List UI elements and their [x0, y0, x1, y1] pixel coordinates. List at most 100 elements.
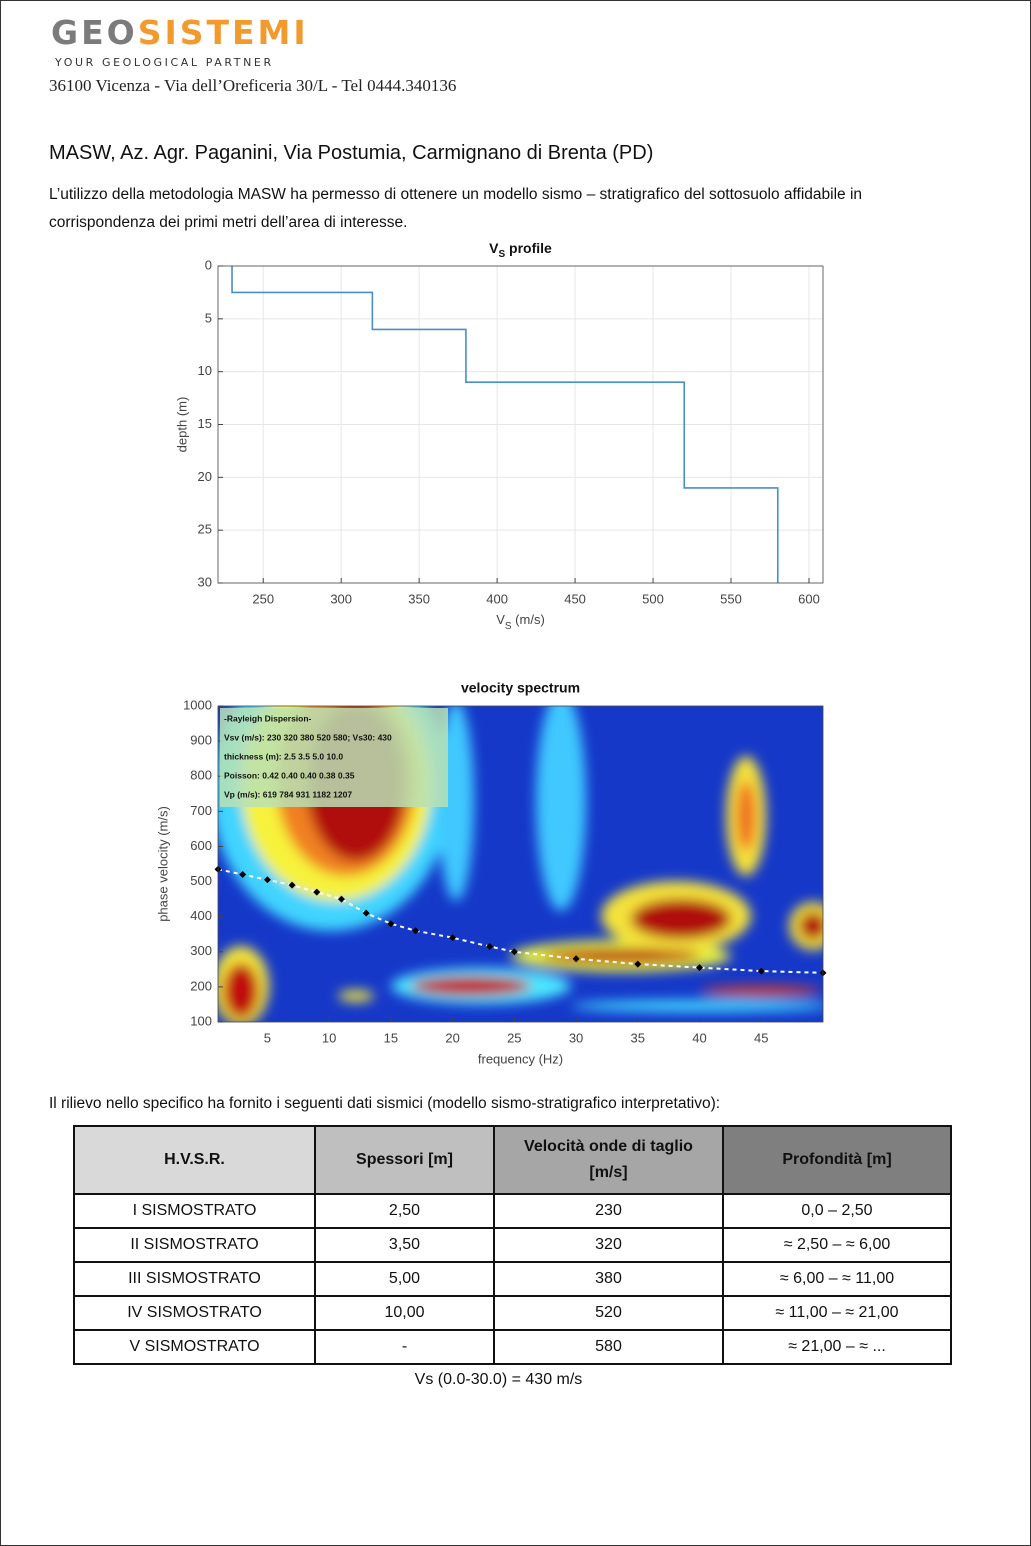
- x-tick-label: 35: [631, 1030, 645, 1045]
- logo: GEOSISTEMI: [51, 13, 309, 52]
- table-cell: 520: [493, 1295, 724, 1331]
- annotation-text: -Rayleigh Dispersion-: [224, 713, 312, 723]
- table-cell: III SISMOSTRATO: [73, 1261, 316, 1297]
- spectrum-blob: [411, 976, 531, 996]
- y-axis-label: phase velocity (m/s): [155, 806, 170, 922]
- dispersion-point: [572, 955, 580, 963]
- y-tick-label: 0: [205, 257, 212, 272]
- table-cell: V SISMOSTRATO: [73, 1329, 316, 1365]
- y-tick-label: 400: [190, 908, 212, 923]
- y-tick-label: 500: [190, 873, 212, 888]
- dispersion-point: [412, 927, 420, 935]
- x-axis-label-part: (m/s): [512, 612, 545, 627]
- x-tick-label: 15: [384, 1030, 398, 1045]
- y-tick-label: 600: [190, 838, 212, 853]
- x-tick-label: 10: [322, 1030, 336, 1045]
- table-cell: II SISMOSTRATO: [73, 1227, 316, 1263]
- table-intro: Il rilievo nello specifico ha fornito i …: [49, 1095, 721, 1112]
- table-cell: -: [314, 1329, 495, 1365]
- annotation-text: Vsv (m/s): 230 320 380 520 580; Vs30: 43…: [224, 732, 392, 742]
- table-cell: 10,00: [314, 1295, 495, 1331]
- plot-frame: [217, 705, 824, 1023]
- x-tick-label: 300: [330, 591, 352, 606]
- table-cell: ≈ 6,00 – ≈ 11,00: [722, 1261, 952, 1297]
- x-tick-label: 500: [642, 591, 664, 606]
- table-body: I SISMOSTRATO 2,50 230 0,0 – 2,50 II SISMOST…: [73, 1193, 952, 1365]
- dispersion-point: [239, 871, 247, 879]
- spectrum-blob: [799, 912, 823, 940]
- x-tick-label: 550: [720, 591, 742, 606]
- y-tick-label: 30: [198, 574, 212, 589]
- x-tick-label: 5: [264, 1030, 271, 1045]
- x-axis-label: frequency (Hz): [478, 1051, 563, 1066]
- x-tick-label: 350: [408, 591, 430, 606]
- address: 36100 Vicenza - Via dell’Oreficeria 30/L…: [49, 76, 457, 95]
- y-tick-label: 15: [198, 416, 212, 431]
- table-header-cell: Profondità [m]: [722, 1125, 952, 1195]
- dispersion-point: [313, 888, 321, 896]
- spectrum-blob: [736, 781, 756, 851]
- table-cell: 2,50: [314, 1193, 495, 1229]
- y-tick-label: 900: [190, 733, 212, 748]
- table-cell: 380: [493, 1261, 724, 1297]
- spectrum-blob: [541, 949, 701, 963]
- table-cell: 580: [493, 1329, 724, 1365]
- x-tick-label: 40: [692, 1030, 706, 1045]
- logo-text: SISTEMI: [137, 13, 309, 52]
- table-row: II SISMOSTRATO 3,50 320 ≈ 2,50 – ≈ 6,00: [73, 1227, 952, 1263]
- y-tick-label: 700: [190, 803, 212, 818]
- spectrum-blob: [571, 1000, 823, 1012]
- spectrum-blob: [223, 963, 259, 1019]
- table-row: IV SISMOSTRATO 10,00 520 ≈ 11,00 – ≈ 21,00: [73, 1295, 952, 1331]
- dispersion-point: [510, 948, 518, 956]
- dispersion-point: [696, 964, 704, 972]
- chart-title-part: V: [489, 240, 499, 256]
- annotation-text: Poisson: 0.42 0.40 0.40 0.38 0.35: [224, 770, 355, 780]
- dispersion-point: [757, 967, 765, 975]
- x-tick-label: 20: [445, 1030, 459, 1045]
- x-axis-label: VS (m/s): [496, 612, 545, 632]
- y-tick-label: 100: [190, 1013, 212, 1028]
- chart-title-part: S: [499, 249, 506, 260]
- chart-title: VS profile: [489, 240, 552, 260]
- dispersion-point: [634, 960, 642, 968]
- x-tick-label: 30: [569, 1030, 583, 1045]
- table-cell: ≈ 11,00 – ≈ 21,00: [722, 1295, 952, 1331]
- y-axis-label: depth (m): [174, 397, 189, 453]
- x-axis-label-part: V: [496, 612, 505, 627]
- table-header-cell: Spessori [m]: [314, 1125, 495, 1195]
- table-header-cell: Velocità onde di taglio [m/s]: [493, 1125, 724, 1195]
- dispersion-point: [449, 934, 457, 942]
- dispersion-point: [387, 920, 395, 928]
- spectrum-blob: [536, 706, 586, 911]
- y-tick-label: 800: [190, 768, 212, 783]
- y-tick-label: 200: [190, 978, 212, 993]
- annotation-background: [220, 708, 448, 807]
- table-header-row: H.V.S.R. Spessori [m] Velocità onde di tag…: [73, 1125, 952, 1195]
- spectrum-blob: [701, 986, 821, 996]
- table-cell: I SISMOSTRATO: [73, 1193, 316, 1229]
- x-tick-label: 400: [486, 591, 508, 606]
- annotation-box: -Rayleigh Dispersion- Vsv (m/s): 230 320 …: [220, 708, 448, 807]
- x-tick-label: 450: [564, 591, 586, 606]
- chart-title: velocity spectrum: [461, 680, 580, 696]
- table-header-cell: H.V.S.R.: [73, 1125, 316, 1195]
- table-cell: IV SISMOSTRATO: [73, 1295, 316, 1331]
- table-cell: 5,00: [314, 1261, 495, 1297]
- logo-text: GEO: [51, 13, 138, 52]
- x-tick-label: 25: [507, 1030, 521, 1045]
- footer-note: Vs (0.0-30.0) = 430 m/s: [414, 1371, 583, 1388]
- annotation-text: Vp (m/s): 619 784 931 1182 1207: [224, 789, 352, 799]
- table-row: III SISMOSTRATO 5,00 380 ≈ 6,00 – ≈ 11,00: [73, 1261, 952, 1297]
- y-tick-label: 1000: [183, 697, 212, 712]
- y-tick-label: 5: [205, 310, 212, 325]
- tagline: YOUR GEOLOGICAL PARTNER: [55, 56, 274, 69]
- table-cell: ≈ 2,50 – ≈ 6,00: [722, 1227, 952, 1263]
- chart-title-part: profile: [505, 240, 552, 256]
- table-row: V SISMOSTRATO -580 ≈ 21,00 – ≈ ...: [73, 1329, 952, 1365]
- annotation-text: thickness (m): 2.5 3.5 5.0 10.0: [224, 751, 343, 761]
- table-cell: ≈ 21,00 – ≈ ...: [722, 1329, 952, 1365]
